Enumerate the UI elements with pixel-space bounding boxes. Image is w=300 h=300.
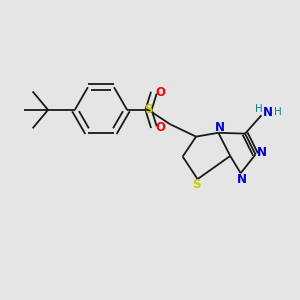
Text: S: S bbox=[192, 178, 200, 191]
Text: N: N bbox=[215, 121, 225, 134]
Text: N: N bbox=[262, 106, 272, 119]
Text: O: O bbox=[155, 85, 165, 98]
Text: S: S bbox=[144, 103, 153, 116]
Text: H: H bbox=[274, 107, 282, 117]
Text: O: O bbox=[155, 121, 165, 134]
Text: N: N bbox=[257, 146, 267, 160]
Text: H: H bbox=[255, 104, 263, 114]
Text: N: N bbox=[237, 172, 247, 186]
